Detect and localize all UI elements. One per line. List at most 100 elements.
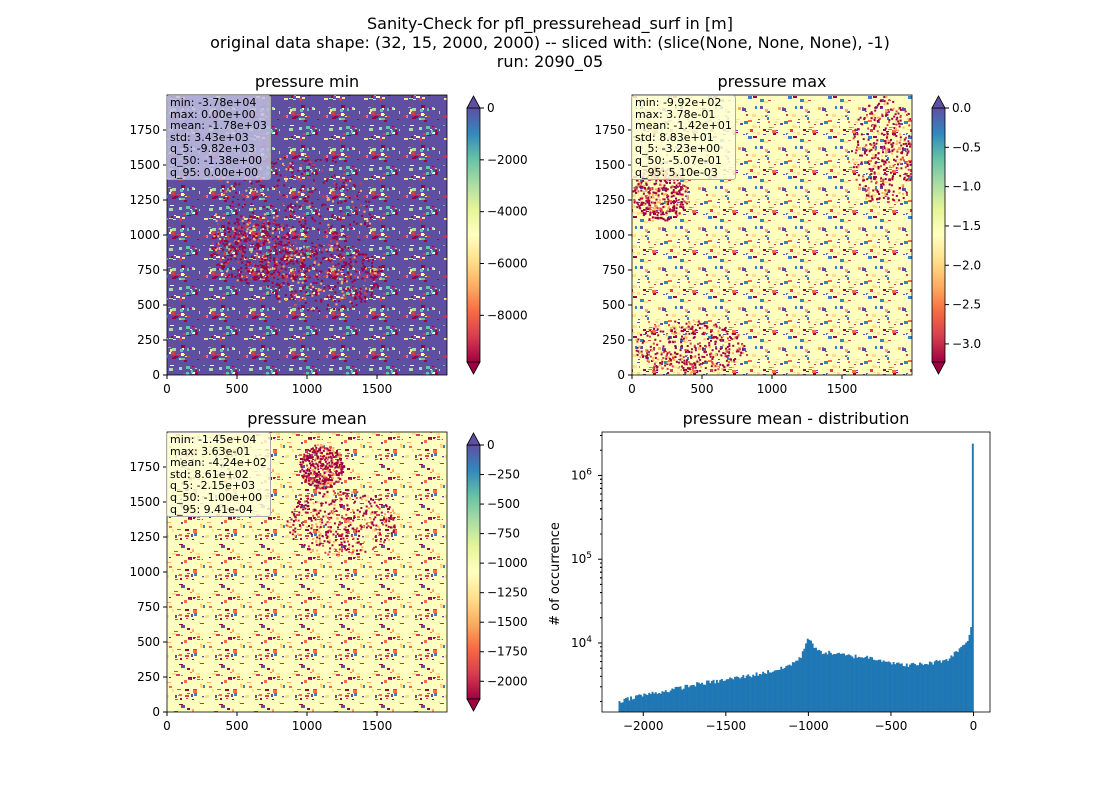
heatmap-speckle <box>313 179 315 182</box>
heatmap-speckle <box>322 457 325 460</box>
heatmap-speckle <box>701 327 704 329</box>
heatmap-speckle <box>375 539 378 542</box>
heatmap-speckle <box>639 185 642 188</box>
heatmap-speckle <box>344 492 347 495</box>
heatmap-speckle <box>311 449 314 452</box>
heatmap-speckle <box>374 529 376 532</box>
heatmap-speckle <box>674 345 677 347</box>
heatmap-speckle <box>244 203 246 206</box>
heatmap-speckle <box>370 521 373 524</box>
heatmap-speckle <box>742 348 745 351</box>
heatmap-speckle <box>691 332 694 335</box>
heatmap-speckle <box>332 200 334 203</box>
heatmap-speckle <box>711 358 714 360</box>
histogram-bar <box>922 665 925 712</box>
heatmap-speckle <box>871 112 874 115</box>
histogram-bar <box>877 659 880 712</box>
heatmap-speckle <box>278 179 280 182</box>
figure-suptitle: Sanity-Check for pfl_pressurehead_surf i… <box>0 14 1100 71</box>
histogram-bar <box>808 639 811 712</box>
stat-line: q_5: -3.23e+00 <box>635 142 721 156</box>
heatmap-speckle <box>353 549 356 552</box>
heatmap-speckle <box>870 195 873 198</box>
heatmap-speckle <box>857 143 860 146</box>
heatmap-speckle <box>343 465 346 468</box>
histogram-bar <box>811 643 814 712</box>
heatmap-speckle <box>303 277 306 279</box>
heatmap-speckle <box>365 253 368 256</box>
heatmap-speckle <box>898 191 901 194</box>
heatmap-speckle <box>704 332 706 335</box>
heatmap-speckle <box>349 293 352 296</box>
heatmap-speckle <box>892 190 895 193</box>
heatmap-speckle <box>304 507 307 510</box>
heatmap-speckle <box>329 270 332 273</box>
stat-line: std: 8.83e+01 <box>635 130 714 144</box>
heatmap-speckle <box>335 183 338 186</box>
heatmap-speckle <box>325 534 328 537</box>
heatmap-speckle <box>686 367 689 370</box>
heatmap-speckle <box>648 218 651 221</box>
heatmap-speckle <box>741 351 744 354</box>
heatmap-speckle <box>355 253 358 256</box>
heatmap-speckle <box>657 201 659 204</box>
heatmap-speckle <box>296 250 299 253</box>
heatmap-speckle <box>907 118 910 121</box>
heatmap-speckle <box>653 191 656 194</box>
heatmap-speckle <box>323 487 326 490</box>
histogram-bar <box>905 663 908 712</box>
heatmap-speckle <box>317 292 320 295</box>
heatmap-speckle <box>281 229 283 231</box>
heatmap-speckle <box>646 349 649 352</box>
histogram-bar <box>867 658 870 712</box>
heatmap-speckle <box>699 345 702 347</box>
heatmap-speckle <box>340 201 343 204</box>
heatmap-speckle <box>326 466 329 469</box>
heatmap-speckle <box>330 502 333 505</box>
heatmap-speckle <box>657 187 660 190</box>
heatmap-speckle <box>875 142 878 145</box>
heatmap-speckle <box>904 166 907 169</box>
heatmap-speckle <box>907 143 910 145</box>
heatmap-speckle <box>309 265 312 268</box>
heatmap-speckle <box>361 277 364 280</box>
heatmap-speckle <box>899 107 902 109</box>
heatmap-speckle <box>649 188 652 191</box>
heatmap-speckle <box>292 529 295 532</box>
heatmap-speckle <box>653 365 656 368</box>
heatmap-speckle <box>286 243 289 246</box>
heatmap-speckle <box>379 540 382 543</box>
histogram-bar <box>935 659 938 712</box>
heatmap-speckle <box>319 509 322 512</box>
histogram-bar <box>801 651 804 712</box>
heatmap-speckle <box>312 465 315 468</box>
heatmap-speckle <box>679 205 682 208</box>
heatmap-speckle <box>330 516 333 519</box>
heatmap-speckle <box>880 146 883 148</box>
heatmap-speckle <box>657 190 660 193</box>
histogram-bar <box>702 684 705 712</box>
heatmap-speckle <box>281 224 284 227</box>
heatmap-speckle <box>294 230 297 233</box>
heatmap-speckle <box>867 138 870 141</box>
heatmap-speckle <box>308 548 311 551</box>
heatmap-speckle <box>359 273 362 276</box>
heatmap-speckle <box>656 352 659 355</box>
heatmap-speckle <box>868 196 871 199</box>
heatmap-speckle <box>235 191 238 194</box>
heatmap-speckle <box>262 265 265 268</box>
heatmap-speckle <box>342 506 345 509</box>
heatmap-speckle <box>213 248 216 251</box>
heatmap-speckle <box>364 518 366 521</box>
heatmap-speckle <box>863 146 866 148</box>
heatmap-speckle <box>222 248 225 251</box>
heatmap-speckle <box>326 458 329 461</box>
heatmap-speckle <box>327 449 330 452</box>
heatmap-speckle <box>353 287 356 290</box>
histogram-bar <box>945 659 948 712</box>
heatmap-speckle <box>326 469 329 472</box>
stat-line: q_95: 5.10e-03 <box>635 165 718 179</box>
heatmap-speckle <box>685 327 688 329</box>
heatmap-speckle <box>236 279 239 282</box>
heatmap-speckle <box>309 462 311 465</box>
